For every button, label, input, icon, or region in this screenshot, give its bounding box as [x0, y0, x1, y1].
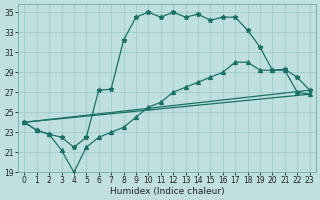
X-axis label: Humidex (Indice chaleur): Humidex (Indice chaleur) [110, 187, 224, 196]
